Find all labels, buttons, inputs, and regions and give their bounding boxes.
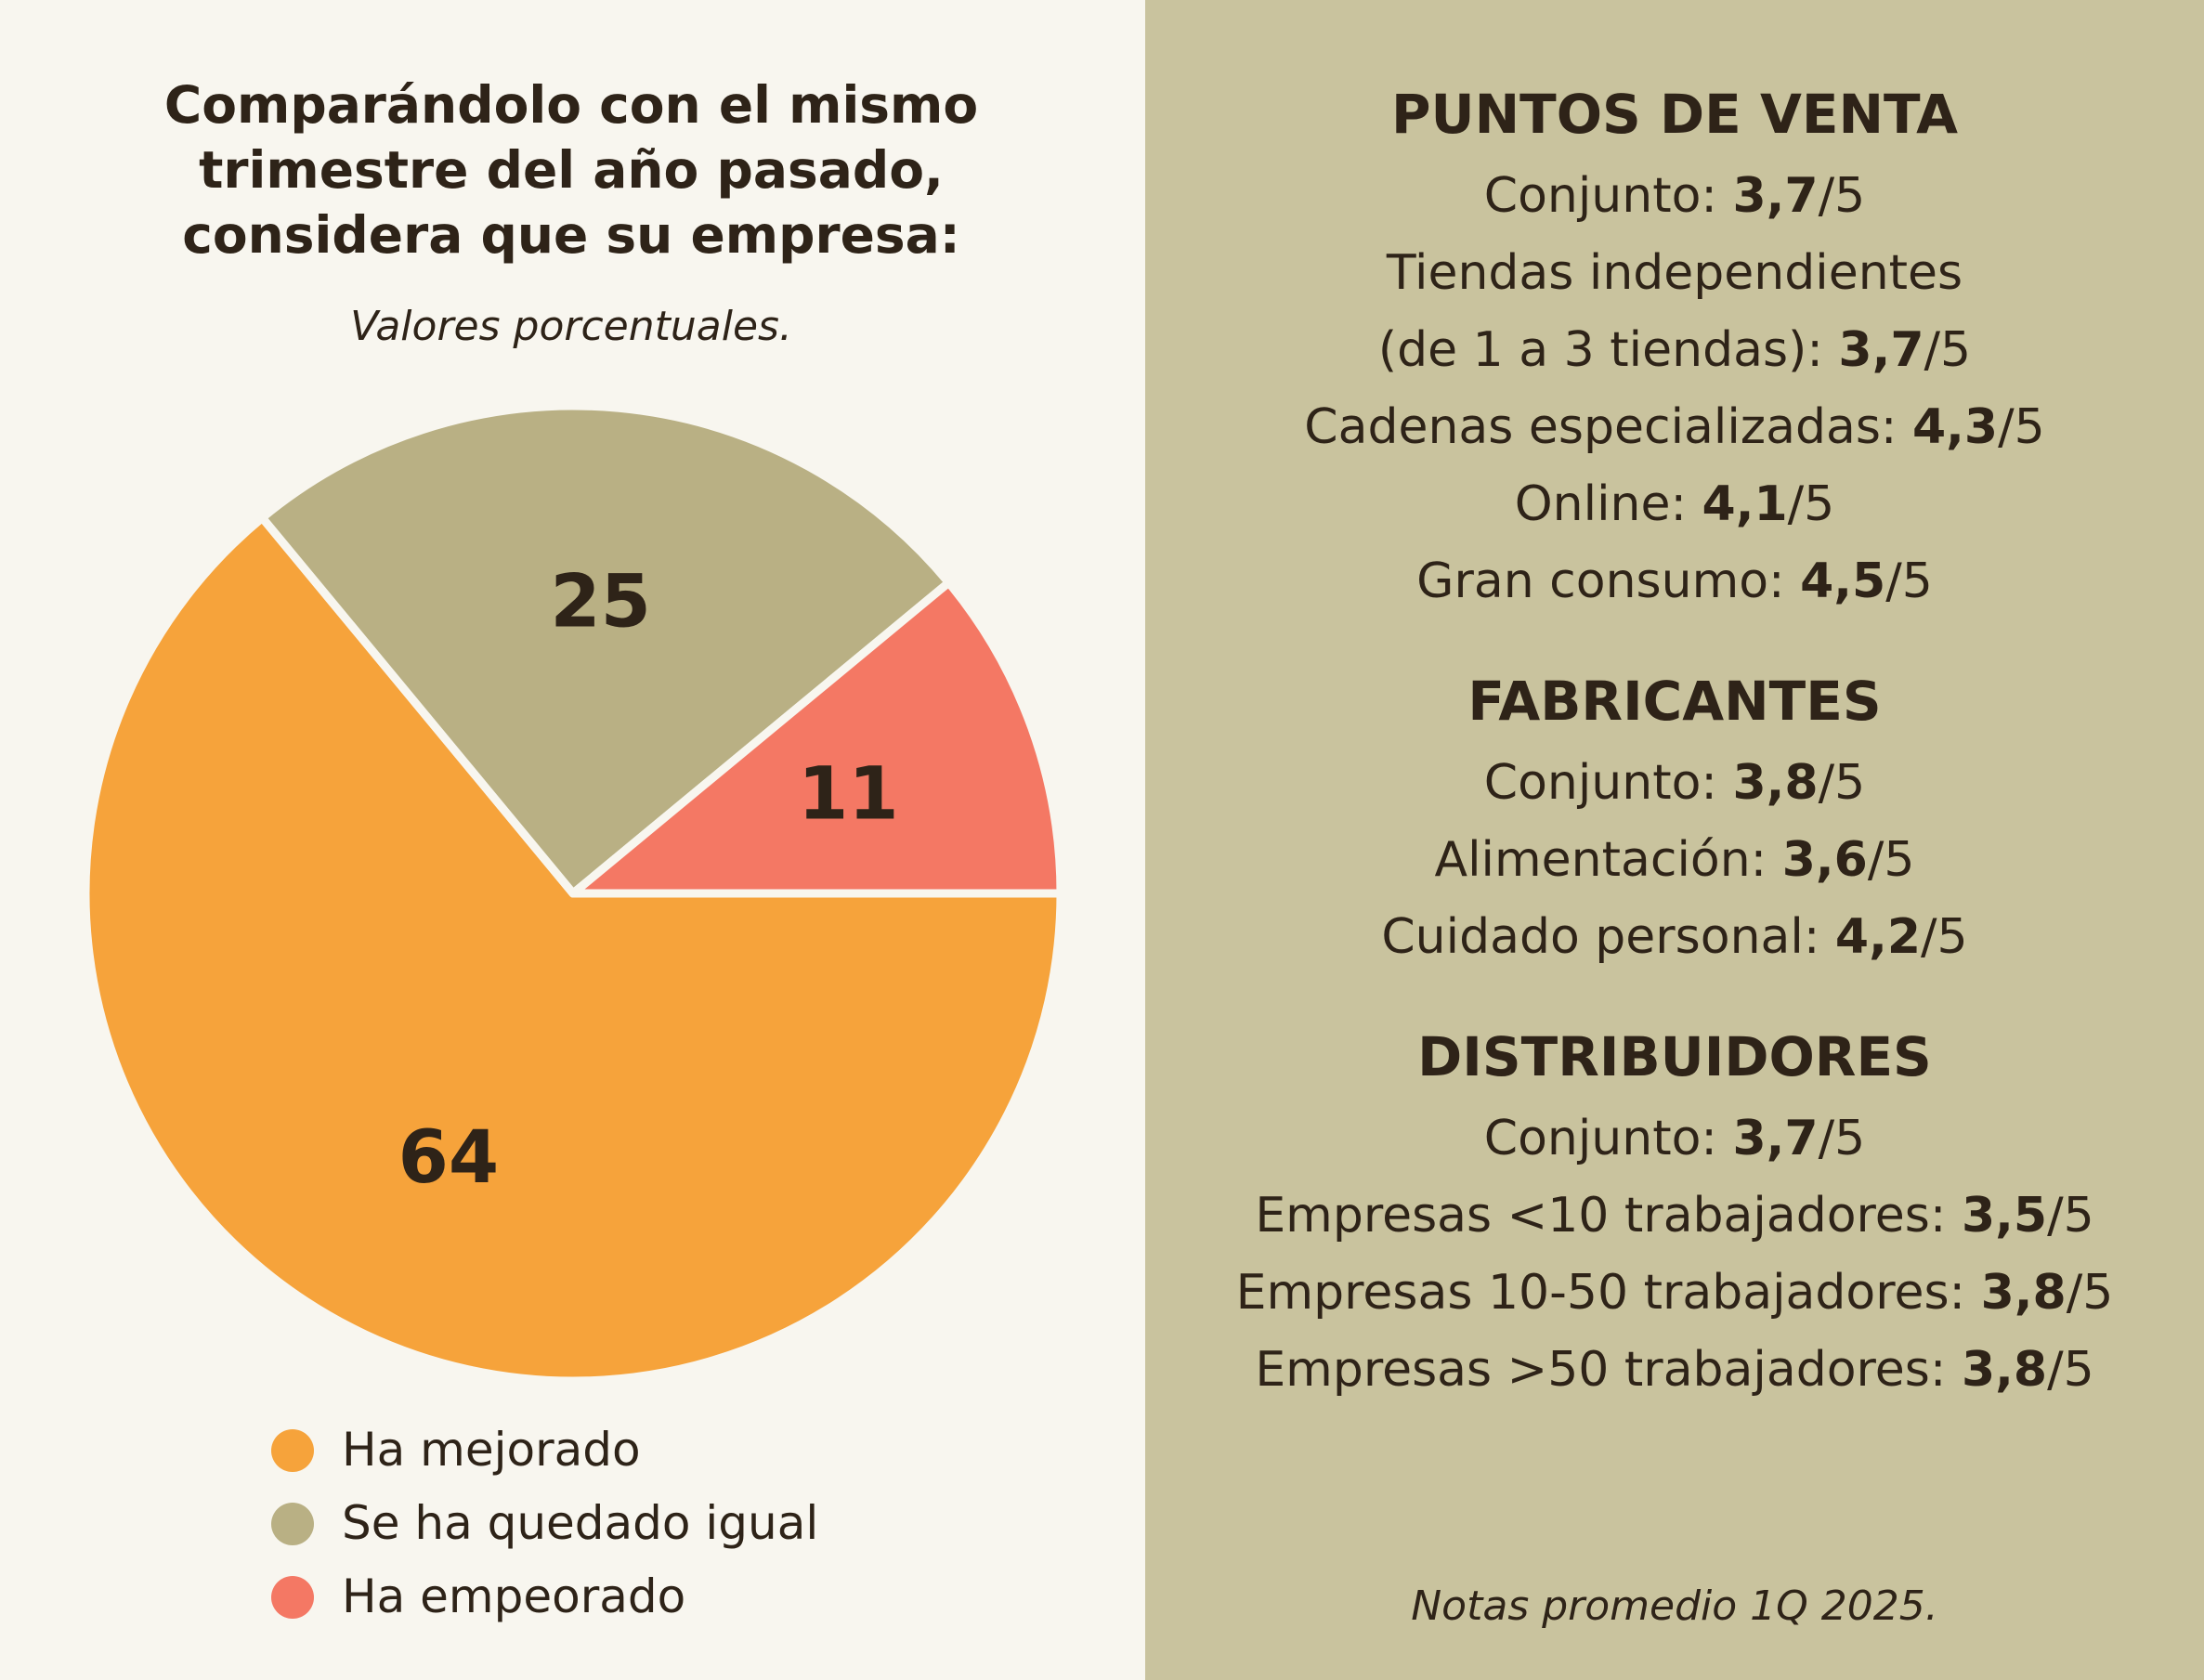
score-label: Conjunto:	[1483, 168, 1733, 224]
legend-label: Ha mejorado	[342, 1423, 641, 1477]
score-scale: /5	[1818, 168, 1866, 224]
score-value: 3,7	[1732, 168, 1819, 224]
legend-item: Ha mejorado	[271, 1413, 818, 1487]
score-line: Online: 4,1/5	[1145, 466, 2204, 543]
legend-label: Ha empeorado	[342, 1569, 686, 1623]
legend-swatch-icon	[271, 1428, 314, 1472]
score-value: 4,3	[1911, 399, 1999, 455]
score-value: 3,5	[1961, 1188, 2048, 1244]
pie-slice	[81, 513, 1065, 1386]
pie-slice-value-label: 64	[398, 1116, 500, 1200]
score-label: Cadenas especializadas:	[1304, 399, 1912, 455]
scores-content: PUNTOS DE VENTA Conjunto: 3,7/5 Tiendas …	[1145, 71, 2204, 1446]
score-line: Empresas 10-50 trabajadores: 3,8/5	[1145, 1255, 2204, 1332]
score-line: Empresas <10 trabajadores: 3,5/5	[1145, 1178, 2204, 1255]
score-label: Gran consumo:	[1416, 553, 1801, 609]
score-label: Alimentación:	[1434, 832, 1782, 888]
score-label: Tiendas independientes (de 1 a 3 tiendas…	[1377, 245, 1963, 378]
score-scale: /5	[1867, 832, 1915, 888]
chart-legend: Ha mejorado Se ha quedado igual Ha empeo…	[271, 1413, 818, 1634]
score-label: Cuidado personal:	[1381, 909, 1835, 965]
section-title: DISTRIBUIDORES	[1417, 1025, 1932, 1088]
score-label: Conjunto:	[1483, 755, 1733, 811]
score-scale: /5	[1885, 553, 1933, 609]
section-title: PUNTOS DE VENTA	[1391, 83, 1958, 146]
score-value: 3,7	[1838, 322, 1924, 378]
pie-slice	[257, 401, 954, 898]
score-label: Empresas >50 trabajadores:	[1255, 1342, 1962, 1398]
score-label: Empresas 10-50 trabajadores:	[1235, 1265, 1981, 1321]
score-value: 3,8	[1732, 755, 1819, 811]
score-scale: /5	[2047, 1188, 2094, 1244]
score-value: 4,2	[1834, 909, 1922, 965]
footnote: Notas promedio 1Q 2025.	[1411, 1582, 1938, 1630]
score-scale: /5	[1818, 1111, 1866, 1166]
pie-slice-value-label: 25	[550, 560, 651, 644]
score-line: Alimentación: 3,6/5	[1145, 822, 2204, 899]
score-scale: /5	[2047, 1342, 2094, 1398]
pie-slice-value-label: 11	[798, 752, 899, 836]
score-line: Cadenas especializadas: 4,3/5	[1145, 389, 2204, 466]
score-line: Conjunto: 3,7/5	[1145, 158, 2204, 235]
section-distribuidores: DISTRIBUIDORES Conjunto: 3,7/5 Empresas …	[1145, 1013, 2204, 1409]
legend-swatch-icon	[271, 1502, 314, 1545]
score-label: Online:	[1514, 476, 1702, 532]
score-value: 3,8	[1961, 1342, 2048, 1398]
score-scale: /5	[1924, 322, 1972, 378]
legend-swatch-icon	[271, 1575, 314, 1619]
chart-title: Comparándolo con el mismo trimestre del …	[163, 75, 979, 265]
section-title: FABRICANTES	[1467, 670, 1882, 733]
section-puntos-de-venta: PUNTOS DE VENTA Conjunto: 3,7/5 Tiendas …	[1145, 71, 2204, 620]
score-label: Empresas <10 trabajadores:	[1255, 1188, 1962, 1244]
score-line: Conjunto: 3,8/5	[1145, 745, 2204, 822]
score-value: 3,6	[1781, 832, 1868, 888]
score-scale: /5	[2066, 1265, 2114, 1321]
score-line: Tiendas independientes (de 1 a 3 tiendas…	[1145, 235, 2204, 389]
score-value: 3,7	[1732, 1111, 1819, 1166]
score-line: Cuidado personal: 4,2/5	[1145, 899, 2204, 976]
section-fabricantes: FABRICANTES Conjunto: 3,8/5 Alimentación…	[1145, 658, 2204, 976]
score-value: 4,5	[1800, 553, 1886, 609]
score-line: Conjunto: 3,7/5	[1145, 1100, 2204, 1178]
score-scale: /5	[1998, 399, 2045, 455]
score-scale: /5	[1818, 755, 1866, 811]
score-scale: /5	[1921, 909, 1968, 965]
score-line: Gran consumo: 4,5/5	[1145, 543, 2204, 620]
score-value: 4,1	[1702, 476, 1788, 532]
pie-chart: 64 25 11	[81, 401, 1065, 1386]
score-scale: /5	[1787, 476, 1835, 532]
scores-panel	[1145, 0, 2204, 1680]
pie-slice	[568, 578, 1065, 898]
legend-item: Se ha quedado igual	[271, 1487, 818, 1560]
score-label: Conjunto:	[1483, 1111, 1733, 1166]
legend-label: Se ha quedado igual	[342, 1496, 819, 1550]
legend-item: Ha empeorado	[271, 1560, 818, 1634]
score-value: 3,8	[1980, 1265, 2067, 1321]
score-line: Empresas >50 trabajadores: 3,8/5	[1145, 1332, 2204, 1409]
chart-subtitle: Valores porcentuales.	[350, 303, 792, 350]
